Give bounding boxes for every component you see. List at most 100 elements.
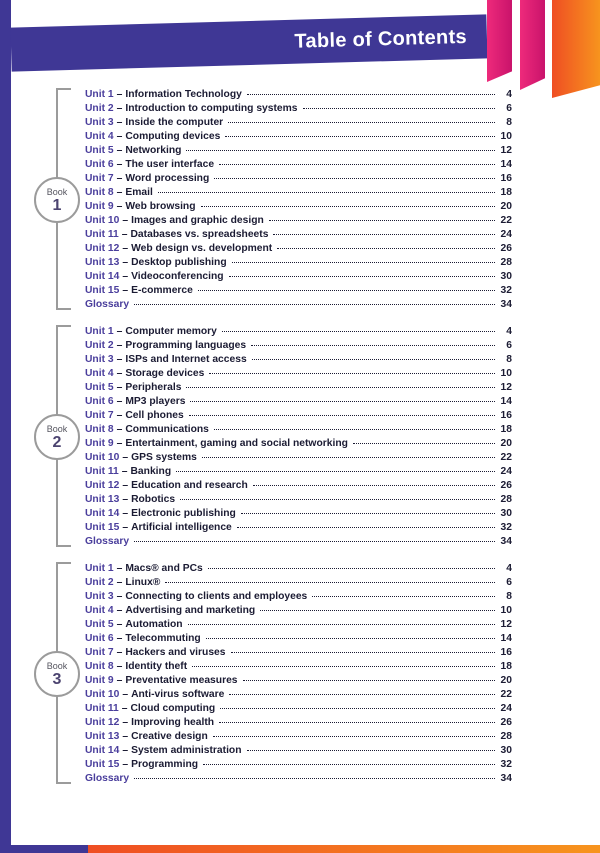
page-number: 34 [500,299,512,310]
dot-leader [251,345,495,346]
dot-leader [200,206,495,207]
page-number: 4 [506,89,512,100]
entry-separator: – [116,173,123,184]
entry-separator: – [116,396,123,407]
entry-title: Banking [130,466,172,477]
unit-label: Unit 7 [85,410,114,421]
unit-label: Unit 6 [85,396,114,407]
entry-separator: – [116,103,123,114]
toc-entry: Unit 15 – Programming 32 [85,758,512,772]
dot-leader [192,666,495,667]
dot-leader [214,178,495,179]
toc-entry: Unit 10 – Images and graphic design 22 [85,214,512,228]
page-number: 24 [500,466,512,477]
entry-title: Connecting to clients and employees [125,591,308,602]
unit-label: Unit 14 [85,508,120,519]
unit-label: Unit 3 [85,354,114,365]
unit-label: Unit 8 [85,424,114,435]
entry-separator: – [122,480,129,491]
toc-entry: Unit 10 – GPS systems 22 [85,451,512,465]
entry-title: Artificial intelligence [131,522,232,533]
decor-stripe-3 [552,0,600,98]
toc-entry: Unit 5 – Peripherals 12 [85,381,512,395]
entry-title: Introduction to computing systems [125,103,298,114]
toc-entry: Glossary 34 [85,772,512,786]
toc: Book 1 Unit 1 – Information Technology 4… [34,88,512,799]
entry-title: Hackers and viruses [125,647,226,658]
toc-entry: Unit 3 – Connecting to clients and emplo… [85,590,512,604]
book-badge-number: 1 [52,196,62,214]
page-number: 8 [506,354,512,365]
bottom-edge-bar [88,845,600,853]
toc-entry: Unit 13 – Robotics 28 [85,493,512,507]
entry-title: Electronic publishing [131,508,236,519]
dot-leader [186,387,495,388]
page-number: 24 [500,703,512,714]
toc-entry: Unit 14 – Videoconferencing 30 [85,270,512,284]
dot-leader [312,596,495,597]
dot-leader [188,415,495,416]
entry-title: ISPs and Internet access [125,354,247,365]
page-title: Table of Contents [294,25,468,53]
page-number: 26 [500,243,512,254]
page-number: 18 [500,661,512,672]
page-number: 22 [500,689,512,700]
book-badge: Book 3 [34,651,80,697]
dot-leader [229,694,495,695]
page-number: 6 [506,340,512,351]
entry-separator: – [116,563,123,574]
entry-title: Videoconferencing [131,271,224,282]
entry-separator: – [122,494,129,505]
unit-label: Unit 6 [85,159,114,170]
dot-leader [228,276,495,277]
entry-separator: – [116,201,123,212]
page-number: 16 [500,173,512,184]
entry-separator: – [122,508,129,519]
unit-label: Unit 2 [85,340,114,351]
entry-separator: – [116,633,123,644]
toc-entry: Unit 8 – Email 18 [85,186,512,200]
dot-leader [187,624,495,625]
dot-leader [260,610,495,611]
dot-leader [207,568,495,569]
page-number: 28 [500,731,512,742]
entry-title: Robotics [131,494,176,505]
toc-entry: Unit 11 – Banking 24 [85,465,512,479]
unit-label: Unit 8 [85,661,114,672]
book-badge-label: Book [46,423,68,434]
dot-leader [228,122,495,123]
page-number: 10 [500,605,512,616]
entry-title: Peripherals [125,382,182,393]
dot-leader [209,373,495,374]
decor-stripe-1 [487,0,512,82]
page-number: 28 [500,494,512,505]
unit-label: Glossary [85,299,130,310]
dot-leader [190,401,495,402]
unit-label: Unit 14 [85,745,120,756]
entry-separator: – [116,619,123,630]
toc-entry: Unit 15 – E-commerce 32 [85,284,512,298]
page-number: 14 [500,396,512,407]
entry-title: GPS systems [131,452,197,463]
entry-separator: – [122,271,129,282]
entry-separator: – [116,89,123,100]
entry-separator: – [116,410,123,421]
dot-leader [246,750,495,751]
page-number: 12 [500,619,512,630]
page-number: 34 [500,536,512,547]
unit-label: Unit 4 [85,605,114,616]
entry-separator: – [116,647,123,658]
entry-title: Web browsing [125,201,196,212]
entry-title: Inside the computer [125,117,224,128]
entry-title: E-commerce [131,285,193,296]
toc-entry: Glossary 34 [85,535,512,549]
page-number: 30 [500,508,512,519]
toc-entry: Unit 7 – Cell phones 16 [85,409,512,423]
entry-title: Advertising and marketing [125,605,256,616]
entry-separator: – [122,215,129,226]
unit-label: Unit 10 [85,689,120,700]
toc-entry: Unit 13 – Desktop publishing 28 [85,256,512,270]
dot-leader [273,234,495,235]
entry-title: Anti-virus software [131,689,225,700]
toc-entry: Unit 1 – Macs® and PCs 4 [85,562,512,576]
